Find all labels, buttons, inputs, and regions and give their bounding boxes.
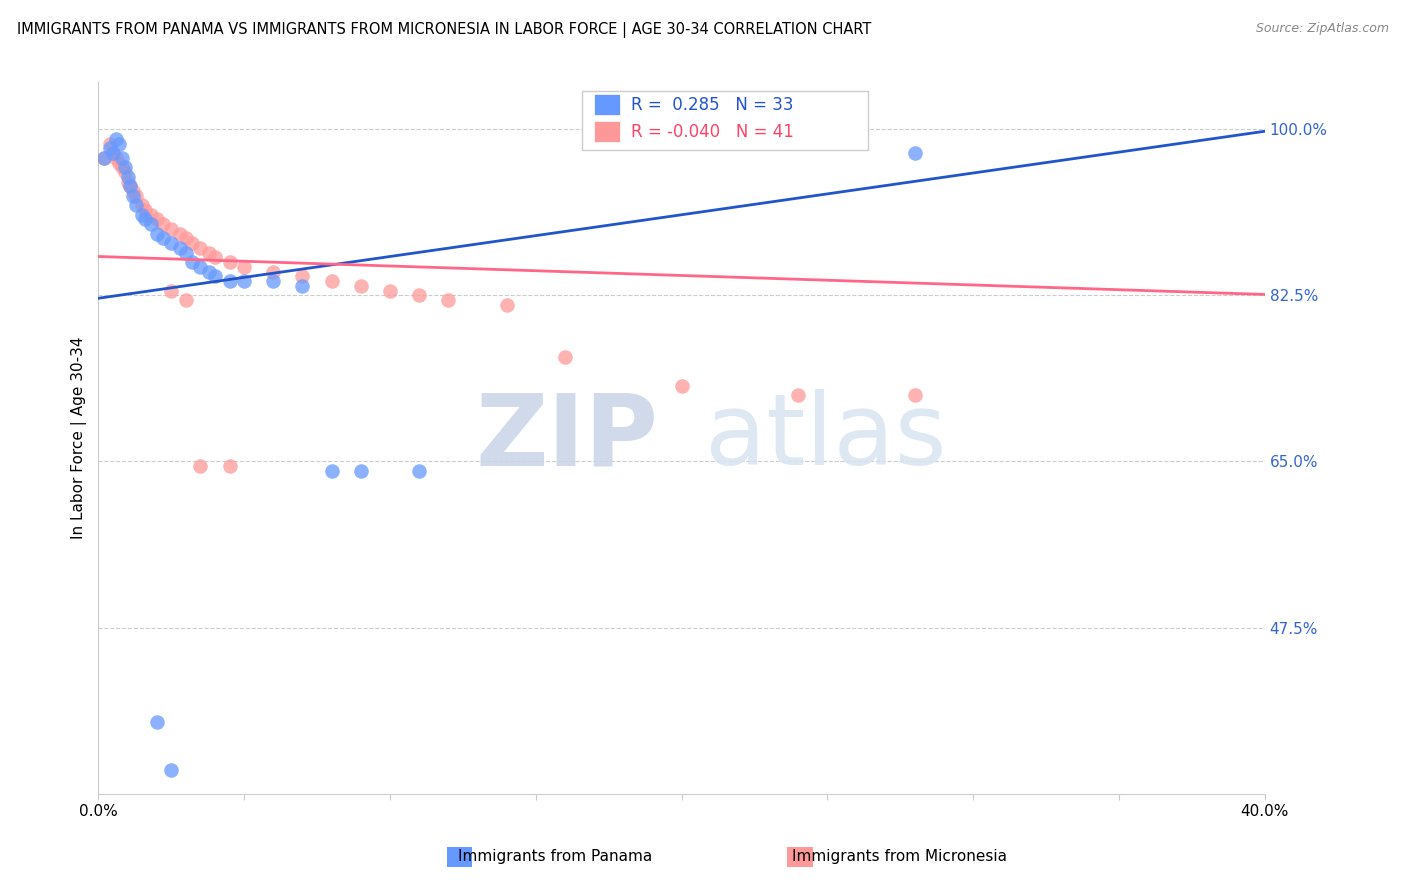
Point (180, 255, 202, 269)
Point (111, 151, 134, 165)
Text: atlas: atlas (704, 389, 946, 486)
Point (198, 245, 221, 260)
Point (111, 161, 134, 175)
Point (134, 212, 156, 227)
Point (233, 274, 256, 288)
Point (145, 227, 167, 241)
Point (408, 288, 430, 302)
Point (190, 260, 212, 274)
Point (671, 378, 693, 392)
Point (107, 155, 129, 169)
Text: IMMIGRANTS FROM PANAMA VS IMMIGRANTS FROM MICRONESIA IN LABOR FORCE | AGE 30-34 : IMMIGRANTS FROM PANAMA VS IMMIGRANTS FRO… (17, 22, 872, 38)
Point (787, 388, 810, 402)
Point (174, 293, 197, 307)
Point (190, 241, 212, 255)
Point (101, 146, 124, 161)
Point (104, 132, 127, 146)
Point (350, 464, 373, 478)
Point (233, 260, 256, 274)
Bar (582, 91, 869, 150)
Point (131, 208, 153, 222)
Point (114, 165, 136, 179)
Text: R =  0.285   N = 33: R = 0.285 N = 33 (631, 95, 794, 113)
Point (408, 464, 430, 478)
Point (291, 279, 314, 293)
Point (350, 279, 373, 293)
Point (262, 265, 284, 279)
Text: Immigrants from Micronesia: Immigrants from Micronesia (793, 849, 1007, 863)
Bar (595, 94, 620, 115)
Point (169, 241, 191, 255)
Point (120, 179, 142, 194)
Point (152, 231, 174, 245)
Point (437, 293, 460, 307)
Point (160, 763, 183, 777)
Point (114, 161, 136, 175)
Point (378, 284, 401, 298)
Point (101, 146, 124, 161)
Point (98, 141, 121, 155)
Point (174, 231, 197, 245)
Point (262, 274, 284, 288)
Text: ZIP: ZIP (475, 389, 658, 486)
Text: R = -0.040   N = 41: R = -0.040 N = 41 (631, 123, 794, 141)
Point (198, 265, 221, 279)
Point (93, 151, 115, 165)
Point (169, 227, 191, 241)
Point (190, 459, 212, 474)
Text: Source: ZipAtlas.com: Source: ZipAtlas.com (1256, 22, 1389, 36)
Point (218, 459, 240, 474)
Point (107, 136, 129, 151)
Point (904, 146, 927, 161)
Point (218, 255, 240, 269)
Point (117, 169, 139, 184)
Point (93, 151, 115, 165)
Bar (595, 121, 620, 143)
Text: Immigrants from Panama: Immigrants from Panama (458, 849, 652, 863)
Point (321, 274, 343, 288)
Point (125, 198, 148, 212)
Point (291, 269, 314, 284)
Point (160, 222, 183, 236)
Point (321, 464, 343, 478)
Point (160, 284, 183, 298)
Point (104, 151, 127, 165)
Point (495, 298, 517, 312)
Point (218, 274, 240, 288)
Point (152, 217, 174, 231)
Point (122, 184, 145, 198)
Point (145, 212, 167, 227)
Point (120, 179, 142, 194)
Point (134, 202, 156, 217)
Point (139, 208, 162, 222)
Point (98, 136, 121, 151)
Point (204, 251, 226, 265)
Point (139, 217, 162, 231)
Point (904, 388, 927, 402)
Point (131, 198, 153, 212)
Point (160, 236, 183, 251)
Point (554, 350, 576, 364)
Point (204, 269, 226, 284)
Point (122, 188, 145, 202)
Point (180, 236, 202, 251)
Y-axis label: In Labor Force | Age 30-34: In Labor Force | Age 30-34 (72, 336, 87, 539)
Point (125, 188, 148, 202)
Point (174, 245, 197, 260)
Point (117, 175, 139, 189)
Point (145, 715, 167, 730)
